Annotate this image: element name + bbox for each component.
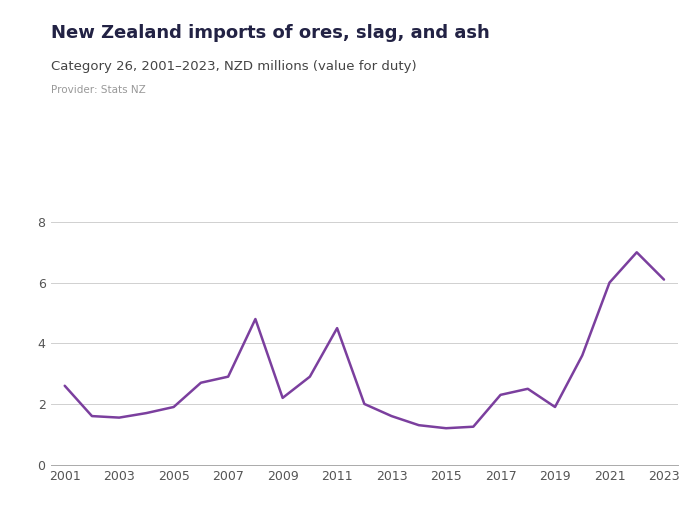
Text: New Zealand imports of ores, slag, and ash: New Zealand imports of ores, slag, and a… (51, 24, 490, 41)
Text: figure.nz: figure.nz (587, 18, 664, 33)
Text: Provider: Stats NZ: Provider: Stats NZ (51, 85, 146, 95)
Text: Category 26, 2001–2023, NZD millions (value for duty): Category 26, 2001–2023, NZD millions (va… (51, 60, 416, 74)
